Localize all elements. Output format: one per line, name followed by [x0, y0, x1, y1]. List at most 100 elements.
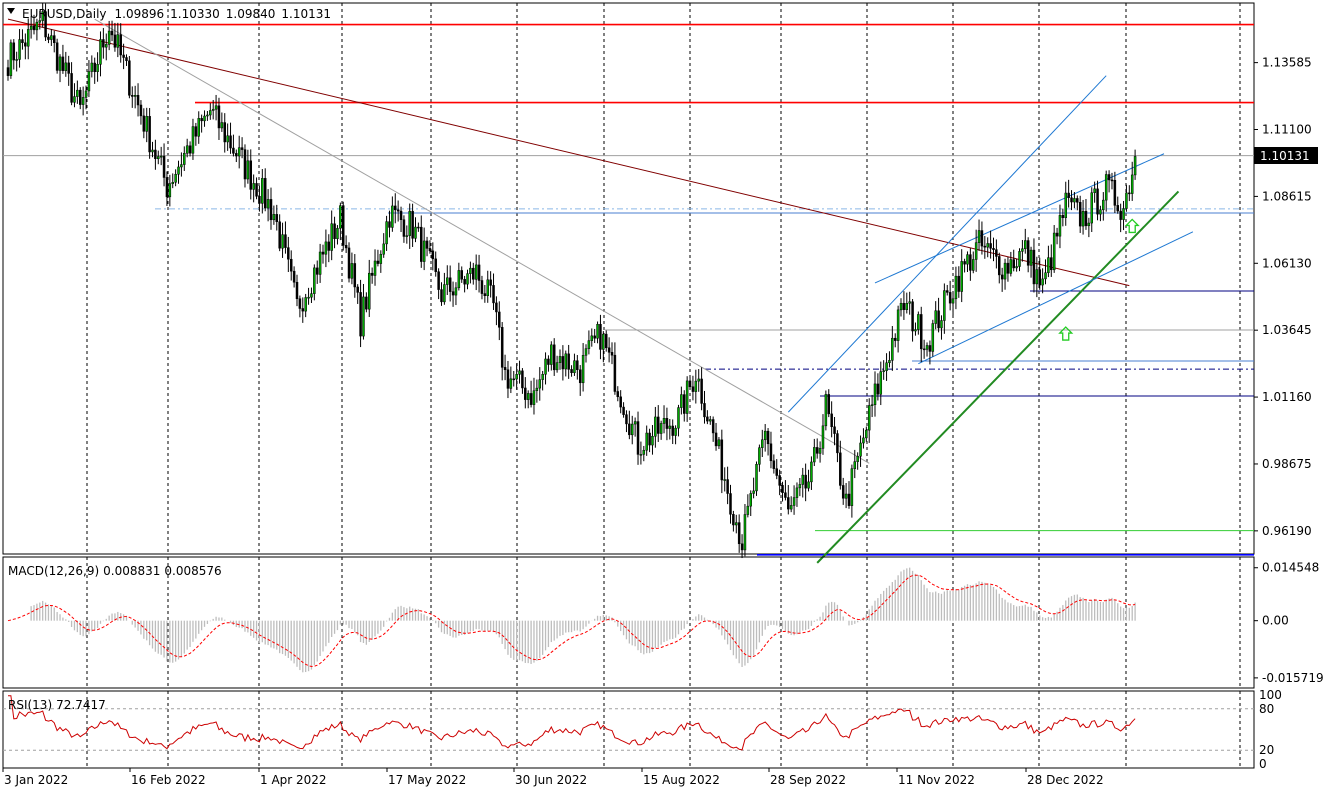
candle-body	[396, 209, 400, 212]
candle-body	[116, 34, 120, 48]
candle-body	[607, 347, 611, 353]
candle-body	[746, 505, 750, 515]
arrow-markers[interactable]	[1058, 218, 1140, 341]
candle-body	[547, 358, 550, 365]
candle-body	[21, 39, 24, 44]
candle-body	[151, 149, 154, 153]
macd-signal-line	[7, 574, 1136, 668]
candle-body	[729, 493, 732, 515]
macd-panel[interactable]: 0.014548 0.00 -0.015719 MACD(12,26,9) 0.008…	[2, 556, 1324, 689]
candle-body	[460, 270, 463, 280]
candle-body	[18, 39, 21, 60]
candle-body	[839, 452, 842, 486]
candle-body	[240, 147, 244, 150]
candle-body	[972, 259, 975, 271]
candle-body	[824, 394, 828, 427]
time-tick-label: 3 Jan 2022	[4, 773, 68, 787]
candle-body	[229, 135, 232, 149]
candle-body	[787, 497, 790, 510]
candle-body	[616, 391, 620, 398]
candle-body	[197, 118, 200, 137]
time-tick-label: 28 Sep 2022	[770, 773, 846, 787]
candle-body	[448, 277, 452, 292]
candle-body	[255, 183, 258, 197]
candle-body	[610, 352, 614, 356]
candle-body	[165, 177, 169, 198]
candle-body	[122, 54, 125, 58]
candle-body	[801, 474, 804, 485]
candle-body	[590, 335, 594, 341]
candle-body	[402, 219, 406, 237]
candle-body	[1090, 192, 1093, 224]
candle-body	[434, 258, 437, 272]
candle-body	[1113, 180, 1117, 206]
candle-body	[717, 439, 721, 447]
candle-body	[223, 122, 226, 143]
candle-body	[937, 310, 940, 329]
candle-body	[391, 205, 394, 228]
price-panel-frame	[2, 2, 1255, 555]
candle-body	[625, 414, 628, 425]
candle-body	[931, 323, 935, 352]
price-tick-label: 1.08615	[1262, 189, 1312, 203]
candle-body	[807, 481, 810, 489]
candle-body	[183, 153, 186, 165]
candle-body	[113, 34, 117, 48]
candle-body	[99, 39, 102, 65]
candle-body	[833, 426, 836, 434]
candle-body	[142, 115, 146, 132]
candle-body	[604, 333, 608, 349]
rsi-tick-label: 80	[1259, 702, 1274, 716]
candle-body	[79, 89, 82, 105]
horizontal-levels[interactable]	[3, 23, 1254, 556]
macd-label: MACD(12,26,9)	[8, 564, 99, 578]
candle-body	[1084, 210, 1088, 227]
candle-body	[1047, 257, 1050, 273]
candle-body	[341, 205, 345, 246]
candle-body	[882, 370, 885, 372]
candle-body	[96, 64, 99, 72]
candle-body	[425, 240, 429, 249]
candle-body	[922, 348, 926, 351]
trendlines[interactable]	[7, 18, 1194, 564]
candle-body	[344, 245, 348, 249]
candle-body	[185, 145, 189, 154]
candle-body	[535, 387, 539, 391]
current-price-label: 1.10131	[1260, 149, 1310, 163]
candle-body	[284, 234, 287, 248]
candle-body	[411, 210, 414, 239]
candle-body	[974, 242, 978, 260]
candle-body	[495, 302, 498, 313]
candle-body	[740, 543, 744, 551]
candle-body	[350, 263, 354, 279]
candle-body	[437, 271, 440, 290]
candle-body	[431, 250, 435, 260]
candle-body	[157, 156, 160, 160]
candle-body	[217, 105, 221, 129]
candle-body	[1009, 259, 1013, 274]
candle-body	[671, 425, 674, 436]
candle-body	[706, 416, 709, 422]
candle-body	[232, 147, 235, 154]
price-panel[interactable]: 1.13585 1.11100 1.08615 1.06130 1.03645 1.011…	[2, 2, 1318, 564]
candle-body	[847, 493, 851, 506]
candle-body	[668, 425, 672, 429]
candle-body	[792, 497, 796, 506]
candle-body	[844, 493, 848, 499]
price-tick-label: 0.98675	[1262, 457, 1312, 471]
candle-body	[966, 254, 969, 265]
candle-body	[1041, 278, 1044, 286]
candle-body	[659, 423, 663, 434]
time-axis: 3 Jan 2022 16 Feb 2022 1 Apr 2022 17 May 20…	[2, 768, 1104, 787]
candle-body	[313, 267, 316, 294]
candle-body	[876, 383, 880, 395]
candle-body	[191, 126, 195, 154]
candle-body	[798, 484, 802, 489]
candle-body	[194, 126, 198, 137]
candle-body	[789, 505, 793, 510]
candle-body	[365, 296, 368, 310]
time-tick-label: 16 Feb 2022	[131, 773, 206, 787]
symbol-dropdown-icon[interactable]	[7, 8, 15, 14]
